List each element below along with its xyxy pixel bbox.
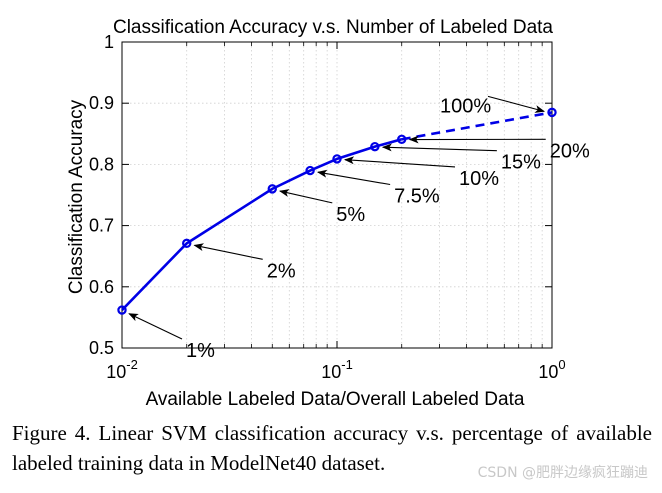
series-line-solid bbox=[121, 138, 403, 311]
series-line-dashed bbox=[401, 111, 553, 141]
annotation-arrow bbox=[343, 156, 456, 168]
annotation-arrow bbox=[279, 189, 333, 204]
watermark-text: CSDN @肥胖边缘疯狂蹦迪 bbox=[477, 465, 648, 481]
data-point bbox=[182, 238, 192, 249]
annotation-arrow bbox=[487, 95, 546, 113]
data-point bbox=[370, 141, 380, 152]
x-axis-label: Available Labeled Data/Overall Labeled D… bbox=[146, 389, 525, 410]
y-tick-label: 0.5 bbox=[89, 338, 114, 358]
x-tick-label: 10-2 bbox=[106, 357, 138, 382]
chart-title: Classification Accuracy v.s. Number of L… bbox=[113, 17, 553, 38]
data-point bbox=[117, 305, 127, 315]
annotation-label: 5% bbox=[336, 204, 365, 226]
y-tick-label: 0.8 bbox=[89, 154, 114, 174]
data-point bbox=[267, 184, 277, 194]
annotation-label: 15% bbox=[501, 152, 541, 174]
annotation-arrow bbox=[316, 169, 391, 186]
y-tick-label: 0.9 bbox=[89, 93, 114, 113]
annotation-label: 1% bbox=[186, 340, 215, 362]
annotation-label: 2% bbox=[267, 260, 296, 282]
data-point bbox=[305, 165, 315, 176]
chart-figure: 10-2 10-1 100 0.5 0.6 0.7 0.8 0.9 1 Classificatio… bbox=[66, 17, 590, 410]
annotation-arrow bbox=[193, 243, 263, 260]
annotation-label: 100% bbox=[440, 95, 491, 117]
data-point bbox=[397, 134, 407, 145]
annotation-label: 20% bbox=[550, 140, 590, 162]
annotation-arrow bbox=[381, 143, 497, 152]
data-point bbox=[332, 154, 342, 164]
chart-svg: 10-2 10-1 1000.50.60.70.80.91Classificatio… bbox=[66, 17, 590, 410]
y-axis-label: Classification Accuracy bbox=[66, 99, 87, 294]
y-tick-label: 0.6 bbox=[89, 277, 114, 297]
y-tick-label: 1 bbox=[104, 32, 114, 52]
x-tick-label: 100 bbox=[538, 357, 565, 382]
data-point bbox=[547, 107, 557, 118]
figure-caption: Figure 4. Linear SVM classification accu… bbox=[12, 421, 652, 475]
annotation-label: 10% bbox=[459, 168, 499, 190]
x-tick-label: 10-1 bbox=[321, 357, 353, 382]
annotation-label: 7.5% bbox=[394, 186, 440, 208]
annotation-arrow bbox=[128, 313, 183, 340]
y-tick-label: 0.7 bbox=[89, 216, 114, 236]
